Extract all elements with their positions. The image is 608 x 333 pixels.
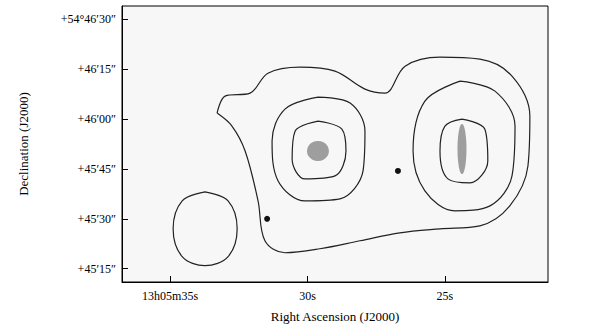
- svg-text:+46′15″: +46′15″: [78, 62, 116, 76]
- svg-text:25s: 25s: [437, 289, 454, 303]
- svg-text:+45′30″: +45′30″: [78, 212, 116, 226]
- svg-text:30s: 30s: [299, 289, 316, 303]
- svg-text:+54°46′30″: +54°46′30″: [61, 12, 116, 26]
- svg-text:+45′45″: +45′45″: [78, 162, 116, 176]
- svg-text:+45′15″: +45′15″: [78, 262, 116, 276]
- svg-text:Declination (J2000): Declination (J2000): [16, 92, 31, 196]
- svg-text:13h05m35s: 13h05m35s: [142, 289, 198, 303]
- svg-text:+46′00″: +46′00″: [78, 112, 116, 126]
- svg-text:Right Ascension (J2000): Right Ascension (J2000): [271, 309, 400, 324]
